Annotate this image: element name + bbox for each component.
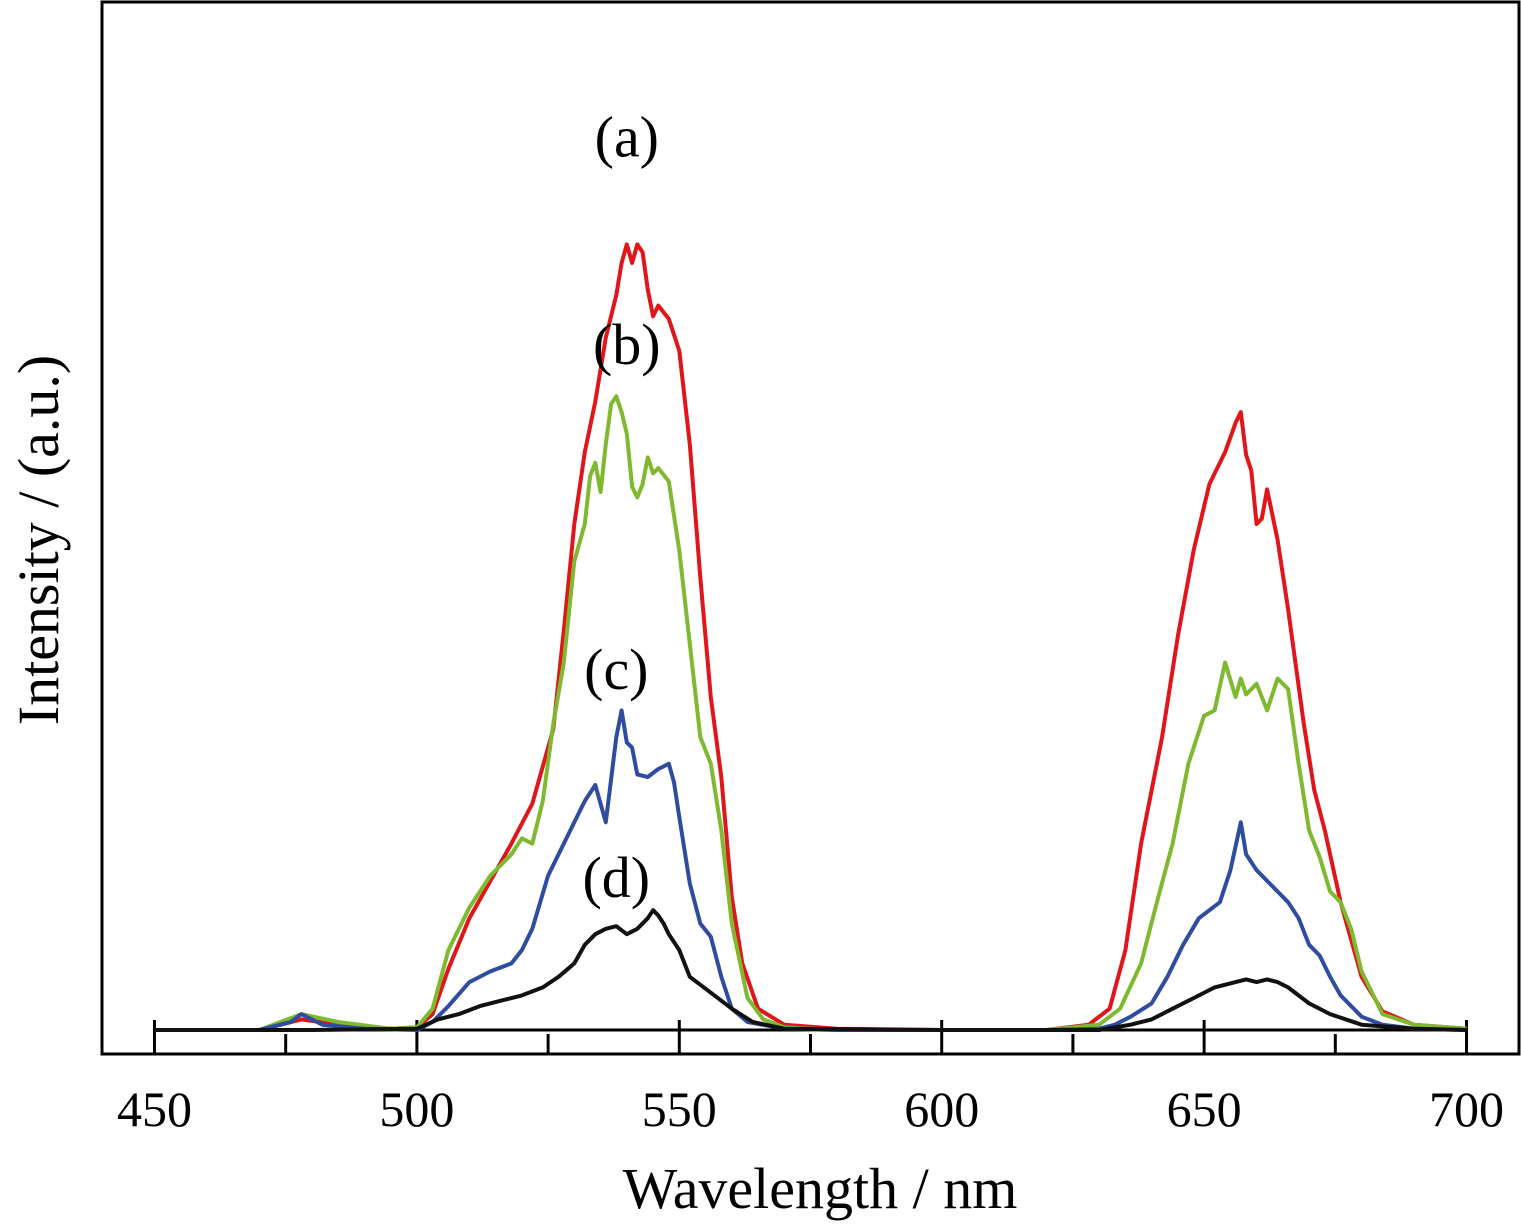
- x-tick-label: 500: [379, 1081, 454, 1137]
- series-label-a: (a): [595, 104, 659, 169]
- x-axis-tick-labels: 450 500 550 600 650 700: [117, 1081, 1504, 1137]
- series-label-d: (d): [582, 845, 650, 910]
- series-line-a: [154, 242, 1467, 1032]
- series-label-c: (c): [584, 637, 648, 702]
- series-lines: [154, 242, 1467, 1032]
- series-line-d: [154, 908, 1467, 1032]
- x-tick-label: 550: [642, 1081, 717, 1137]
- plot-frame: [100, 0, 1521, 1056]
- series-label-b: (b): [593, 312, 661, 377]
- x-tick-label: 450: [117, 1081, 192, 1137]
- x-tick-label: 650: [1167, 1081, 1242, 1137]
- series-line-b: [154, 394, 1467, 1032]
- series-labels: (a) (b) (c) (d): [582, 104, 660, 909]
- x-tick-label: 600: [904, 1081, 979, 1137]
- x-tick-label: 700: [1429, 1081, 1504, 1137]
- y-axis-title: Intensity / (a.u.): [6, 355, 71, 725]
- x-axis-title: Wavelength / nm: [623, 1156, 1018, 1221]
- series-line-c: [154, 708, 1467, 1032]
